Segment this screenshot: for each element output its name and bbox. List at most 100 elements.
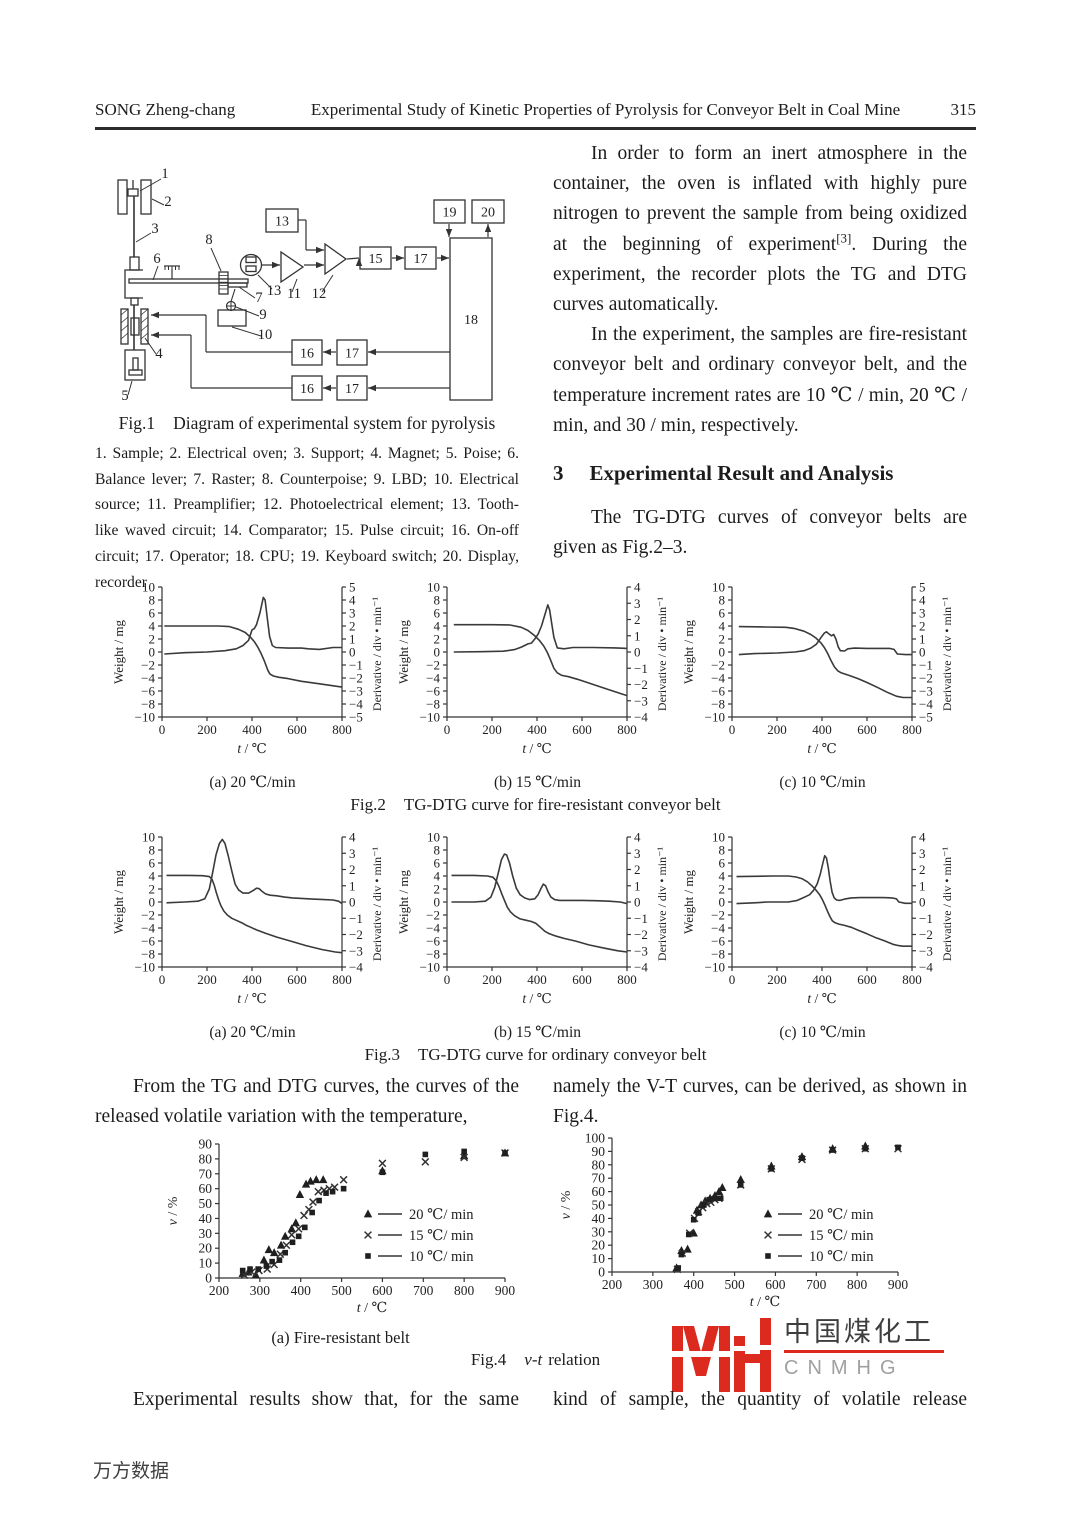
svg-text:2: 2 — [634, 612, 641, 627]
svg-text:1: 1 — [919, 878, 926, 893]
svg-text:700: 700 — [806, 1277, 827, 1292]
legend-label: 10 ℃/ min — [409, 1249, 474, 1265]
svg-text:−2: −2 — [349, 671, 363, 686]
svg-text:0: 0 — [159, 722, 166, 737]
svg-text:70: 70 — [592, 1171, 606, 1186]
logo-underline — [784, 1350, 944, 1353]
svg-text:40: 40 — [199, 1211, 213, 1226]
svg-text:900: 900 — [888, 1277, 909, 1292]
svg-text:6: 6 — [719, 606, 726, 621]
fig4-caption-label: Fig.4 — [470, 1350, 507, 1369]
fig4a-chart: 0 10 20 30 40 50 60 70 80 90 200 300 400 500 600 700 800… — [163, 1137, 518, 1323]
svg-text:Weight / mg: Weight / mg — [396, 870, 411, 934]
svg-text:20: 20 — [592, 1238, 606, 1253]
svg-text:80: 80 — [592, 1157, 606, 1172]
svg-text:600: 600 — [857, 722, 877, 737]
svg-text:3: 3 — [151, 221, 158, 237]
svg-text:−1: −1 — [634, 911, 648, 926]
fig2a-subcaption: (a) 20 ℃/min — [209, 774, 296, 791]
paragraph-bottom-right: kind of sample, the quantity of volatile… — [553, 1389, 967, 1410]
svg-text:80: 80 — [199, 1151, 213, 1166]
svg-text:16: 16 — [300, 347, 314, 362]
svg-text:−2: −2 — [711, 908, 725, 923]
svg-text:800: 800 — [617, 722, 637, 737]
svg-text:18: 18 — [464, 313, 478, 328]
svg-text:0: 0 — [634, 895, 641, 910]
svg-text:9: 9 — [259, 307, 266, 323]
svg-text:1: 1 — [634, 878, 641, 893]
paragraph-vt-right: namely the V-T curves, can be derived, a… — [553, 1076, 967, 1128]
svg-text:500: 500 — [331, 1283, 352, 1298]
svg-text:200: 200 — [767, 972, 787, 987]
svg-text:4: 4 — [434, 869, 441, 884]
svg-text:−4: −4 — [919, 960, 933, 975]
svg-text:−5: −5 — [919, 710, 933, 725]
svg-text:800: 800 — [902, 722, 922, 737]
svg-text:8: 8 — [719, 843, 726, 858]
svg-text:0: 0 — [205, 1271, 212, 1286]
svg-text:0: 0 — [149, 645, 156, 660]
fig2a-panel: 10 8 6 4 2 0 −2 −4 −6 −8 −10 5 4 3 2 1 0 −1 −2 −3 −4 −5 0 200 40… — [110, 577, 395, 792]
svg-text:300: 300 — [250, 1283, 271, 1298]
header-author: SONG Zheng-chang — [95, 100, 236, 119]
svg-text:1: 1 — [349, 878, 356, 893]
svg-text:400: 400 — [812, 972, 832, 987]
header-rule — [95, 127, 976, 130]
svg-text:−2: −2 — [349, 927, 363, 942]
svg-text:−2: −2 — [141, 658, 155, 673]
svg-text:0: 0 — [434, 645, 441, 660]
svg-text:0: 0 — [919, 645, 926, 660]
svg-text:400: 400 — [527, 972, 547, 987]
svg-text:−10: −10 — [420, 710, 440, 725]
svg-text:5: 5 — [121, 388, 128, 404]
svg-text:3: 3 — [634, 596, 641, 611]
svg-text:0: 0 — [444, 722, 451, 737]
fig1-caption-text: Diagram of experimental system for pyrol… — [173, 413, 496, 433]
fig2b-chart: 10 8 6 4 2 0 −2 −4 −6 −8 −10 4 3 2 1 0 −1 −2 −3 −4 0 200 400 60… — [395, 577, 680, 768]
fig4b-chart: 0 10 20 30 40 50 60 70 80 90 100 200 300 400 500 600 700… — [556, 1131, 911, 1317]
svg-text:Weight / mg: Weight / mg — [681, 620, 696, 684]
section-number: 3 — [553, 461, 564, 486]
svg-text:Weight / mg: Weight / mg — [681, 870, 696, 934]
svg-text:v / %: v / % — [559, 1190, 574, 1219]
svg-text:200: 200 — [482, 972, 502, 987]
svg-text:0: 0 — [719, 645, 726, 660]
fig2c-subcaption: (c) 10 ℃/min — [779, 774, 866, 791]
svg-text:−1: −1 — [349, 658, 363, 673]
svg-text:Weight / mg: Weight / mg — [111, 620, 126, 684]
svg-text:Derivative / div • min⁻¹: Derivative / div • min⁻¹ — [370, 597, 384, 712]
fig2a-chart: 10 8 6 4 2 0 −2 −4 −6 −8 −10 5 4 3 2 1 0 −1 −2 −3 −4 −5 0 200 40… — [110, 577, 395, 768]
page-header: SONG Zheng-chang Experimental Study of K… — [95, 100, 976, 120]
svg-text:4: 4 — [634, 830, 641, 845]
svg-text:600: 600 — [572, 722, 592, 737]
svg-text:400: 400 — [242, 722, 262, 737]
svg-text:3: 3 — [919, 846, 926, 861]
svg-text:70: 70 — [199, 1166, 213, 1181]
fig4b-panel: 0 10 20 30 40 50 60 70 80 90 100 200 300 400 500 600 700… — [556, 1131, 911, 1317]
svg-text:−2: −2 — [919, 671, 933, 686]
svg-text:60: 60 — [199, 1181, 213, 1196]
svg-text:10: 10 — [592, 1251, 606, 1266]
svg-text:Weight / mg: Weight / mg — [396, 620, 411, 684]
svg-text:19: 19 — [443, 206, 457, 221]
svg-text:0: 0 — [634, 645, 641, 660]
wanfang-watermark: 万方数据 — [93, 1460, 170, 1482]
paragraph-inert-atmosphere: In order to form an inert atmosphere in … — [553, 139, 967, 320]
svg-text:−10: −10 — [420, 960, 440, 975]
section-title: Experimental Result and Analysis — [589, 461, 894, 486]
svg-text:8: 8 — [434, 843, 441, 858]
legend-label: 15 ℃/ min — [809, 1228, 874, 1244]
svg-text:0: 0 — [349, 645, 356, 660]
svg-text:0: 0 — [149, 895, 156, 910]
svg-text:6: 6 — [719, 856, 726, 871]
svg-text:800: 800 — [902, 972, 922, 987]
svg-text:−6: −6 — [711, 934, 725, 949]
section-heading: 3 Experimental Result and Analysis — [553, 458, 967, 488]
svg-text:4: 4 — [719, 619, 726, 634]
svg-text:Weight / mg: Weight / mg — [111, 870, 126, 934]
